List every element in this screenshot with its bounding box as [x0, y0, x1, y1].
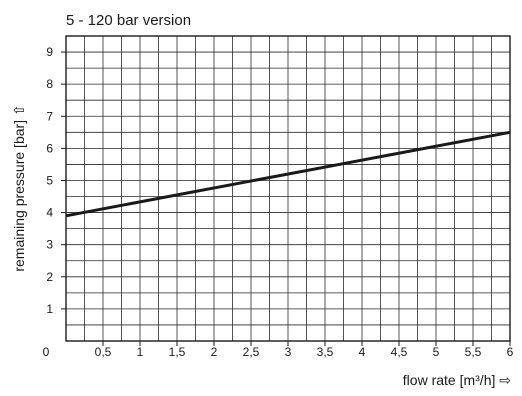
x-tick-label: 6: [507, 345, 514, 359]
y-tick-labels: 1 2 3 4 5 6 7 8 9: [46, 45, 66, 316]
x-tick-label: 5,5: [465, 345, 482, 359]
x-tick-label: 5: [433, 345, 440, 359]
x-tick-label: 4,5: [391, 345, 408, 359]
x-tick-label: 3: [285, 345, 292, 359]
y-tick-label: 9: [46, 45, 53, 59]
x-tick-label: 1,5: [169, 345, 186, 359]
x-tick-labels: 0,5 1 1,5 2 2,5 3 3,5 4 4,5 5 5,5 6: [95, 341, 514, 359]
y-tick-label: 2: [46, 270, 53, 284]
origin-label: 0: [43, 345, 50, 359]
y-tick-label: 5: [46, 173, 53, 187]
y-tick-label: 4: [46, 206, 53, 220]
x-tick-label: 3,5: [317, 345, 334, 359]
chart-title: 5 - 120 bar version: [66, 12, 191, 29]
y-tick-label: 7: [46, 109, 53, 123]
x-tick-label: 1: [137, 345, 144, 359]
x-tick-label: 0,5: [95, 345, 112, 359]
x-tick-label: 2,5: [243, 345, 260, 359]
x-tick-label: 2: [211, 345, 218, 359]
x-axis-label: flow rate [m³/h] ⇨: [403, 372, 511, 388]
y-tick-label: 8: [46, 77, 53, 91]
y-tick-label: 3: [46, 238, 53, 252]
y-tick-label: 1: [46, 302, 53, 316]
series-layer: [65, 130, 511, 218]
y-axis-label: remaining pressure [bar] ⇧: [11, 104, 27, 271]
y-tick-label: 6: [46, 141, 53, 155]
grid: [66, 36, 510, 341]
x-tick-label: 4: [359, 345, 366, 359]
series-line: [65, 130, 511, 218]
